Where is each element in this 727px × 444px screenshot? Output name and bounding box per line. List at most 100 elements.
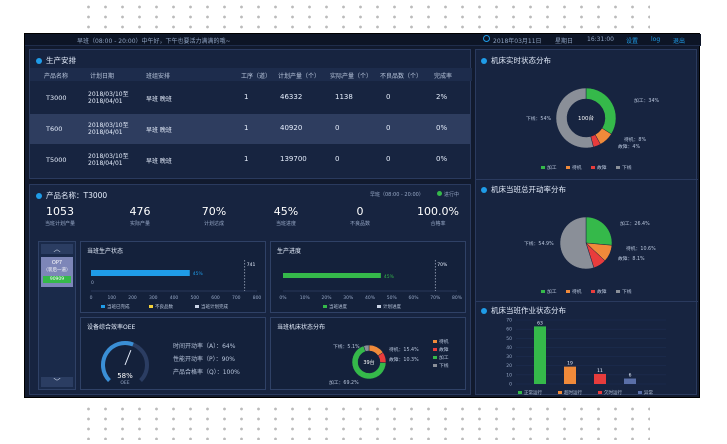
slice-label: 待机：10.6% xyxy=(626,245,656,252)
device-code: 90909 xyxy=(43,276,71,283)
cell-date-end: 2018/04/01 xyxy=(88,98,123,105)
logout-link[interactable]: 退出 xyxy=(673,38,686,45)
shift-text: 早班（08:00 - 20:00） xyxy=(370,192,424,198)
progress-bar xyxy=(283,273,381,278)
legend-swatch xyxy=(149,305,153,308)
legend-label: 故障 xyxy=(439,346,449,353)
cell-value: 2% xyxy=(436,93,448,101)
legend-label: 超时运行 xyxy=(564,389,582,396)
stat-item: 100.0% 合格率 xyxy=(408,205,468,235)
legend-label: 异常 xyxy=(644,389,653,396)
clock-icon xyxy=(483,35,490,42)
cell-date-end: 2018/04/01 xyxy=(88,160,123,167)
stat-item: 0 不良品数 xyxy=(330,205,390,235)
stat-label: 合格率 xyxy=(430,221,446,227)
stat-label: 不良品数 xyxy=(349,221,370,227)
legend-swatch xyxy=(638,391,642,394)
x-tick-label: 100 xyxy=(107,295,116,301)
legend-swatch xyxy=(377,305,381,308)
bullet-icon xyxy=(36,58,42,64)
gauge-fill xyxy=(101,341,134,382)
x-tick-label: 0% xyxy=(279,295,287,301)
scroll-up-button[interactable]: ︿ xyxy=(41,244,73,254)
time-text: 16:31:00 xyxy=(587,36,614,43)
top-bar: 早班（08:00 - 20:00）中午好，下午也要活力满满的哦~ 2018年03… xyxy=(25,34,701,46)
col-header: 班组安排 xyxy=(146,73,171,80)
slice-label: 下线：54.9% xyxy=(524,240,554,247)
legend-swatch xyxy=(433,356,437,359)
legend-label: 下线 xyxy=(622,164,632,171)
cell-product: T3000 xyxy=(46,94,67,102)
stat-value: 0 xyxy=(356,205,364,218)
table-row[interactable]: T5000 2018/03/10至 2018/04/01 早班 晚班 1 139700 0 0… xyxy=(30,145,470,175)
legend-swatch xyxy=(566,290,570,293)
y-tick-label: 30 xyxy=(506,354,512,360)
legend-swatch xyxy=(541,166,545,169)
production-status-panel: 当班生产状态 0 100 200 300 400 500 600 700 800 45% 0 741 当… xyxy=(80,241,266,313)
schedule-panel: 生产安排 产品名称 计划日期 班组安排 工序（道） 计划产量（个） 实际产量（个… xyxy=(29,49,472,179)
legend-label: 待机 xyxy=(572,164,582,171)
oee-panel: 设备综合效率OEE 58% OEE 时间开动率（A）：64% 性能开动率（P）：9… xyxy=(80,317,266,390)
device-card[interactable]: OP7 （装后一道） 90909 xyxy=(41,257,73,287)
legend-label: 加工 xyxy=(547,164,557,171)
cell-value: 0 xyxy=(335,155,340,163)
x-tick-label: 30% xyxy=(343,295,354,301)
legend-label: 故障 xyxy=(597,288,607,295)
legend-label: 当班进度 xyxy=(329,303,347,310)
legend-label: 当班已完成 xyxy=(107,303,130,310)
stat-label: 计划达成 xyxy=(203,221,224,227)
stat-item: 1053 当班计划产量 xyxy=(30,205,90,235)
cell-shift: 早班 晚班 xyxy=(146,158,172,165)
gauge-needle xyxy=(124,349,132,366)
oee-gauge: 58%OEE xyxy=(101,341,149,386)
y-tick-label: 60 xyxy=(506,327,512,333)
cell-date-start: 2018/03/10至 xyxy=(88,91,129,98)
realtime-donut: 100台 加工：34% 下线：54% 待机：8%故障：4% 加工 待机 故障 下线 xyxy=(526,87,659,171)
x-tick-label: 800 xyxy=(253,295,262,301)
jobs-bar-chart: 0 10 20 30 40 50 60 70 63 19 11 6 正常运行 超时运行 欠时运行 异常 xyxy=(506,318,666,396)
cell-date-start: 2018/03/10至 xyxy=(88,153,129,160)
cell-value: 1 xyxy=(244,124,249,132)
pie-slice xyxy=(559,216,595,270)
bullet-icon xyxy=(481,187,487,193)
legend-label: 欠时运行 xyxy=(604,389,622,396)
x-tick-label: 200 xyxy=(128,295,137,301)
legend-swatch xyxy=(518,391,522,394)
legend-label: 计划进度 xyxy=(383,303,401,310)
cell-value: 1 xyxy=(244,93,249,101)
x-tick-label: 40% xyxy=(365,295,376,301)
bar-value-label: 19 xyxy=(567,361,573,367)
legend-label: 加工 xyxy=(547,288,557,295)
donut-slice xyxy=(363,344,370,352)
legend-label: 下线 xyxy=(622,288,632,295)
cell-product: T600 xyxy=(46,125,63,133)
legend-swatch xyxy=(541,290,545,293)
divider xyxy=(476,301,698,302)
donut-center-label: 100台 xyxy=(578,114,594,122)
stat-value: 45% xyxy=(273,205,299,218)
table-row[interactable]: T3000 2018/03/10至 2018/04/01 早班 晚班 1 46332 113… xyxy=(30,83,470,113)
legend-swatch xyxy=(323,305,327,308)
target-label: 741 xyxy=(247,262,256,268)
legend-swatch xyxy=(591,166,595,169)
legend-swatch xyxy=(558,391,562,394)
oee-performance: 性能开动率（P）：90% xyxy=(173,356,235,363)
scroll-down-button[interactable]: ﹀ xyxy=(41,377,73,387)
log-link[interactable]: log xyxy=(651,36,661,43)
y-tick-label: 20 xyxy=(506,363,512,369)
legend-swatch xyxy=(566,166,570,169)
cell-value: 0 xyxy=(335,124,340,132)
production-status-chart: 0 100 200 300 400 500 600 700 800 45% 0 741 当班已完成 不良品… xyxy=(90,260,262,310)
stat-item: 45% 当班进度 xyxy=(256,205,316,235)
x-tick-label: 0 xyxy=(90,295,93,301)
stat-label: 当班计划产量 xyxy=(44,221,75,227)
stat-item: 70% 计划达成 xyxy=(184,205,244,235)
device-name: OP7 xyxy=(51,260,63,266)
settings-link[interactable]: 设置 xyxy=(626,38,639,45)
jobs-title: 机床当班作业状态分布 xyxy=(481,305,566,316)
x-tick-label: 70% xyxy=(430,295,441,301)
bar-value-label: 63 xyxy=(537,320,543,326)
machine-status-donut: 39台 下线：5.1% 待机：15.4% 故障：10.3% 加工：69.2% 待机故障加工… xyxy=(329,338,449,386)
table-row[interactable]: T600 2018/03/10至 2018/04/01 早班 晚班 1 40920 0 0 0% xyxy=(30,114,470,144)
legend-label: 正常运行 xyxy=(524,389,542,396)
